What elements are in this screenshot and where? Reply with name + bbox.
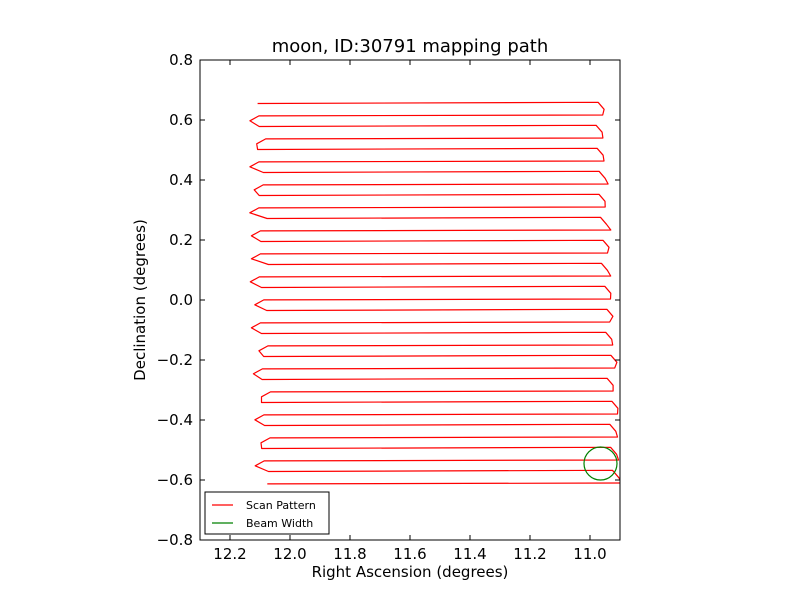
y-tick-label: −0.2: [157, 351, 193, 369]
x-axis-label: Right Ascension (degrees): [312, 563, 509, 581]
legend-label-beam-width: Beam Width: [246, 517, 313, 530]
y-axis-label: Declination (degrees): [131, 219, 149, 381]
legend-box: [204, 491, 330, 535]
legend: Scan Pattern Beam Width: [204, 491, 330, 535]
beam-width-circle: [583, 446, 618, 481]
y-tick-label: 0.8: [169, 51, 193, 69]
y-tick-label: −0.4: [157, 411, 193, 429]
y-tick-label: 0.0: [169, 291, 193, 309]
plot-area: [199, 59, 621, 541]
series-layer: [249, 101, 620, 485]
plot-frame: [199, 59, 621, 541]
y-tick-label: 0.2: [169, 231, 193, 249]
x-tick-labels: 12.2 12.0 11.8 11.6 11.4 11.2 11.0: [213, 545, 606, 563]
x-tick-label: 12.0: [273, 545, 306, 563]
x-tick-label: 11.6: [393, 545, 426, 563]
scan-pattern-line: [249, 101, 620, 485]
x-tick-label: 11.4: [453, 545, 486, 563]
x-tick-label: 12.2: [213, 545, 246, 563]
x-tick-label: 11.8: [333, 545, 366, 563]
y-tick-label: 0.6: [169, 111, 193, 129]
y-tick-labels: 0.8 0.6 0.4 0.2 0.0 −0.2 −0.4 −0.6 −0.8: [157, 51, 193, 549]
y-tick-label: −0.6: [157, 471, 193, 489]
x-tick-label: 11.0: [573, 545, 606, 563]
chart-title: moon, ID:30791 mapping path: [272, 36, 549, 57]
y-tick-label: 0.4: [169, 171, 193, 189]
x-tick-label: 11.2: [513, 545, 546, 563]
y-tick-label: −0.8: [157, 531, 193, 549]
legend-label-scan-pattern: Scan Pattern: [246, 499, 316, 512]
